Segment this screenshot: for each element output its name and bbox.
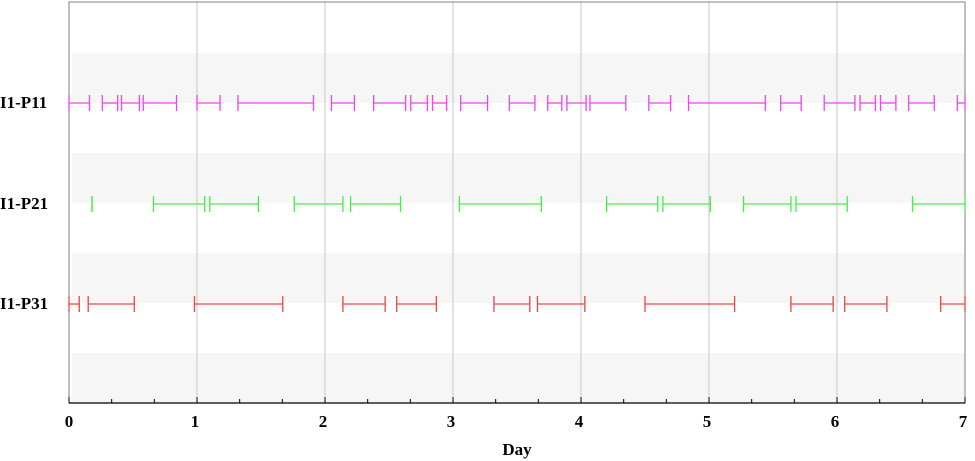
series-i1-p11	[68, 95, 966, 111]
row-label-p21: I1-P21	[0, 194, 49, 213]
background-band	[72, 53, 965, 103]
series-i1-p31	[68, 296, 966, 312]
row-label-p11: I1-P11	[0, 93, 48, 112]
row-label-p31: I1-P31	[0, 294, 49, 313]
x-tick-label: 0	[65, 412, 74, 431]
series-i1-p21	[91, 196, 966, 212]
background-band	[72, 153, 965, 203]
background-band	[72, 253, 965, 303]
x-tick-label: 2	[319, 412, 328, 431]
x-tick-label: 6	[831, 412, 840, 431]
background-band	[72, 353, 965, 403]
x-axis-title: Day	[502, 440, 532, 459]
x-tick-label: 4	[575, 412, 584, 431]
x-tick-label: 5	[703, 412, 712, 431]
x-tick-label: 3	[447, 412, 456, 431]
x-tick-label: 7	[959, 412, 968, 431]
x-tick-label: 1	[191, 412, 200, 431]
